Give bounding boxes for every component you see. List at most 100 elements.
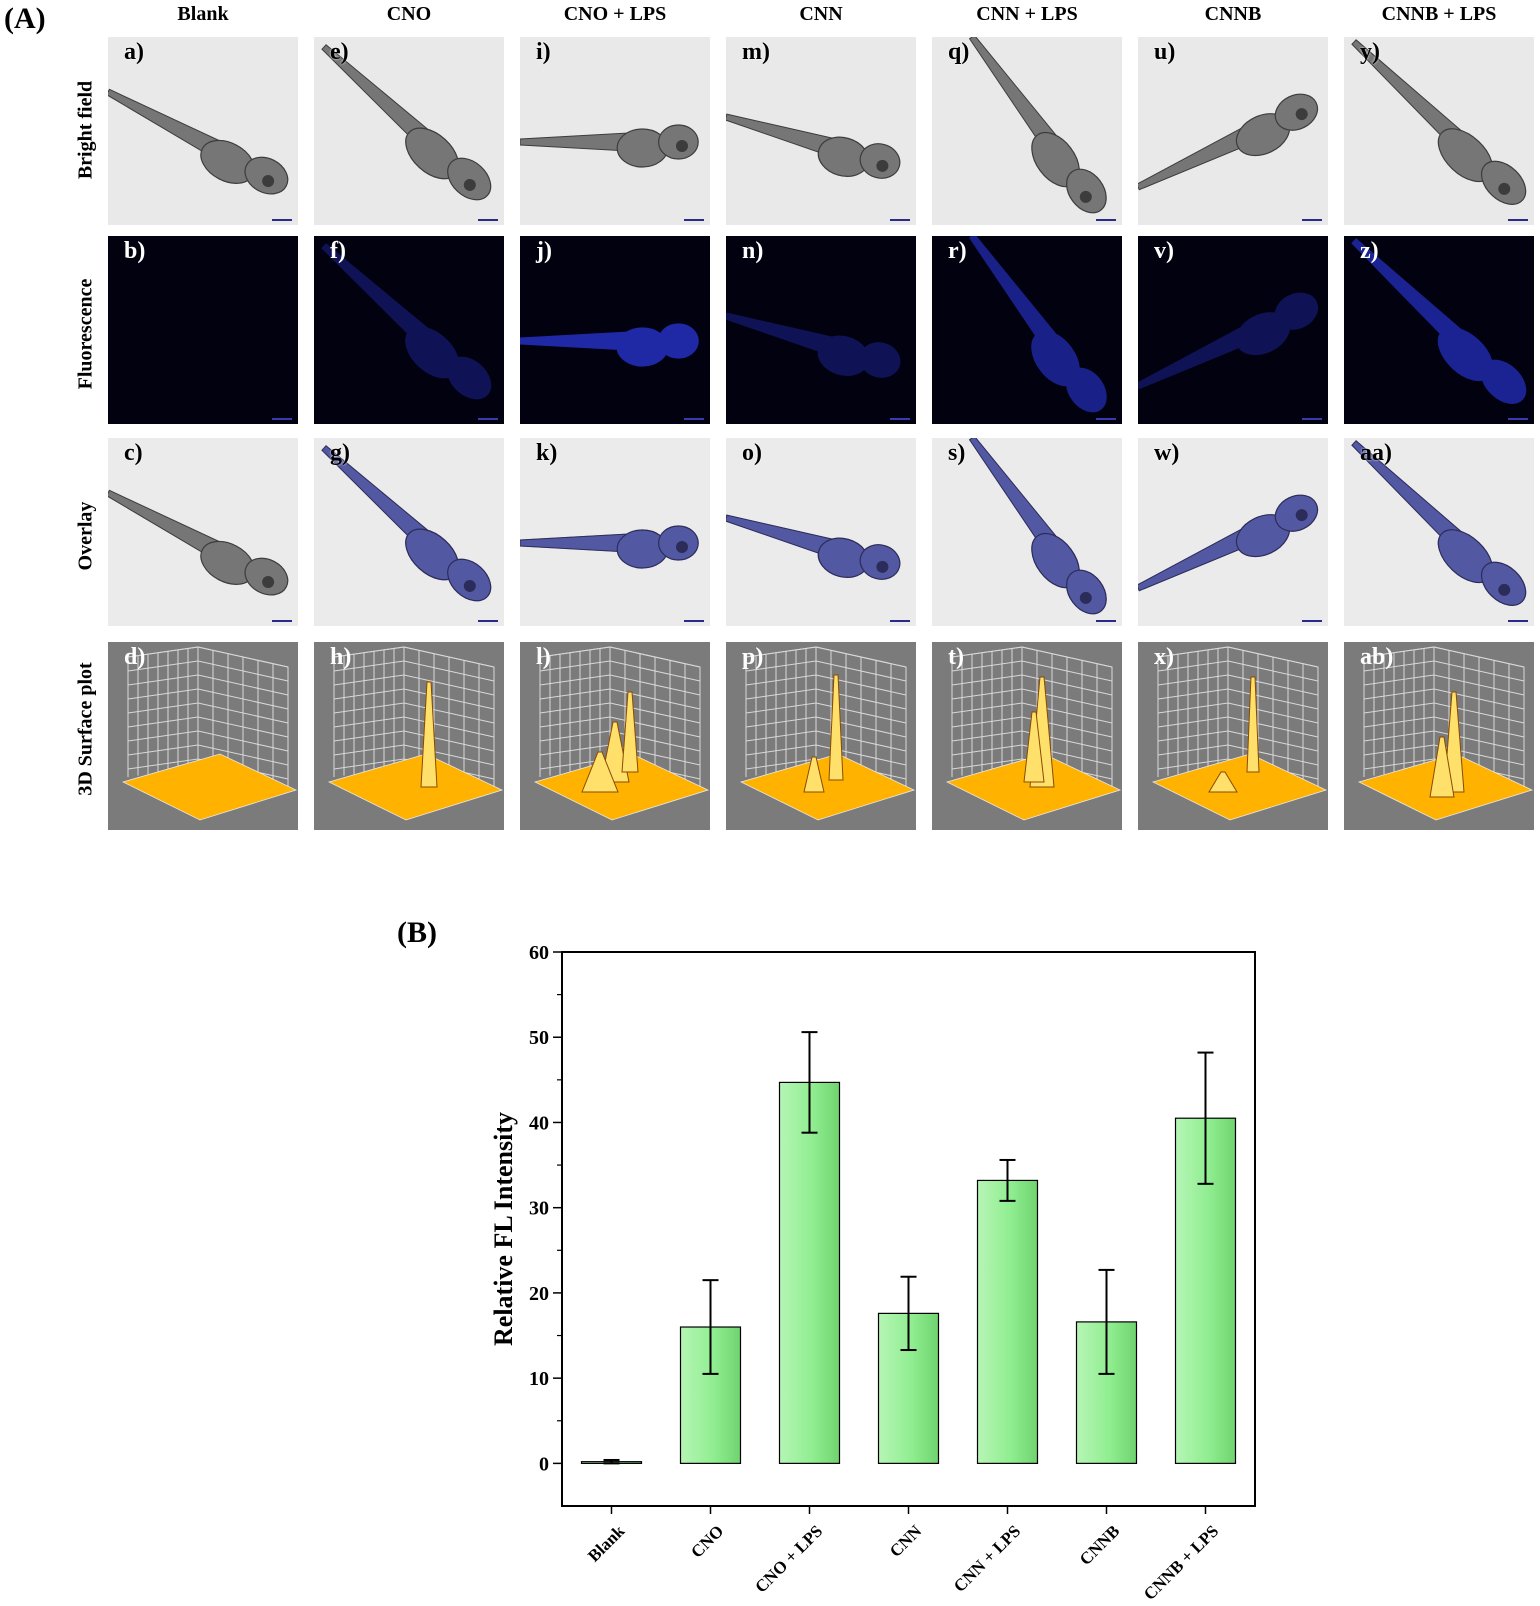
tile-graphic: [1351, 440, 1527, 606]
tile-graphic: [321, 243, 492, 400]
subpanel-label: u): [1154, 39, 1176, 65]
subpanel-label: p): [742, 644, 764, 670]
bar: [778, 1081, 841, 1464]
subpanel-label: v): [1154, 238, 1174, 264]
column-header: CNN + LPS: [976, 3, 1078, 25]
x-tick-label: CNNB: [1076, 1521, 1123, 1568]
y-tick-label: 60: [529, 942, 549, 964]
bright-field-image: y): [1344, 37, 1534, 225]
overlay-image: s): [932, 438, 1122, 626]
surface-plot-image: p): [726, 642, 916, 830]
tile-graphic: [739, 646, 916, 821]
subpanel-label: h): [330, 644, 352, 670]
scale-bar: [272, 219, 292, 221]
scale-bar: [890, 418, 910, 420]
subpanel-label: x): [1154, 644, 1174, 670]
bar: [976, 1179, 1039, 1464]
column-header: CNNB: [1204, 3, 1262, 25]
overlay-image: g): [314, 438, 504, 626]
subpanel-label: o): [742, 440, 762, 466]
subpanel-label: c): [124, 440, 143, 466]
subpanel-label: j): [536, 238, 552, 264]
overlay-image: c): [108, 438, 298, 626]
subpanel-label: w): [1154, 440, 1180, 466]
tile-graphic: [520, 323, 699, 367]
y-tick-label: 10: [529, 1368, 549, 1390]
tile-graphic: [1138, 494, 1319, 592]
subpanel-label: f): [330, 238, 346, 264]
fluorescence-image: n): [726, 236, 916, 424]
tile-graphic: [520, 124, 699, 168]
scale-bar: [272, 620, 292, 622]
subpanel-label: l): [536, 644, 551, 670]
panel-b-tag: (B): [397, 916, 437, 949]
x-tick-label: CNN + LPS: [950, 1521, 1024, 1595]
tile-graphic: [121, 646, 298, 821]
subpanel-label: t): [948, 644, 964, 670]
column-header: Blank: [177, 3, 229, 25]
fluorescence-image: b): [108, 236, 298, 424]
tile-graphic: [968, 438, 1107, 615]
fluorescence-image: v): [1138, 236, 1328, 424]
x-tick-label: CNNB + LPS: [1140, 1521, 1222, 1603]
scale-bar: [1508, 418, 1528, 420]
scale-bar: [478, 219, 498, 221]
tile-graphic: [108, 88, 289, 195]
bright-field-image: m): [726, 37, 916, 225]
scale-bar: [684, 219, 704, 221]
tile-graphic: [533, 646, 710, 821]
tile-graphic: [1351, 238, 1527, 404]
y-tick-label: 50: [529, 1027, 549, 1049]
subpanel-label: d): [124, 644, 146, 670]
fluorescence-image: z): [1344, 236, 1534, 424]
scale-bar: [1096, 418, 1116, 420]
scale-bar: [1096, 620, 1116, 622]
scale-bar: [1302, 620, 1322, 622]
tile-graphic: [1151, 646, 1328, 821]
scale-bar: [684, 418, 704, 420]
tile-graphic: [726, 312, 901, 378]
tile-graphic: [1357, 646, 1534, 821]
subpanel-label: m): [742, 39, 770, 65]
subpanel-label: k): [536, 440, 558, 466]
scale-bar: [478, 620, 498, 622]
scale-bar: [890, 219, 910, 221]
bright-field-image: e): [314, 37, 504, 225]
subpanel-label: z): [1360, 238, 1379, 264]
overlay-image: aa): [1344, 438, 1534, 626]
subpanel-label: q): [948, 39, 970, 65]
surface-plot-image: d): [108, 642, 298, 830]
subpanel-label: s): [948, 440, 966, 466]
column-header: CNNB + LPS: [1381, 3, 1497, 25]
tile-graphic: [726, 113, 901, 179]
subpanel-label: aa): [1360, 440, 1392, 466]
scale-bar: [1096, 219, 1116, 221]
bright-field-image: i): [520, 37, 710, 225]
subpanel-label: n): [742, 238, 764, 264]
y-tick-label: 20: [529, 1283, 549, 1305]
surface-plot-image: h): [314, 642, 504, 830]
scale-bar: [1302, 219, 1322, 221]
tile-graphic: [1138, 292, 1319, 390]
panel-a-tag: (A): [4, 2, 46, 35]
subpanel-label: ab): [1360, 644, 1394, 670]
surface-plot-image: l): [520, 642, 710, 830]
tile-graphic: [1138, 93, 1319, 191]
subpanel-label: b): [124, 238, 146, 264]
subpanel-label: y): [1360, 39, 1380, 65]
column-header: CNN: [799, 3, 843, 25]
tile-graphic: [520, 525, 699, 569]
column-header: CNO + LPS: [563, 3, 667, 25]
scale-bar: [478, 418, 498, 420]
bright-field-image: a): [108, 37, 298, 225]
tile-graphic: [968, 236, 1107, 413]
fluorescence-image: r): [932, 236, 1122, 424]
bright-field-image: q): [932, 37, 1122, 225]
surface-plot-image: x): [1138, 642, 1328, 830]
surface-plot-image: ab): [1344, 642, 1534, 830]
subpanel-label: e): [330, 39, 349, 65]
fluorescence-image: f): [314, 236, 504, 424]
tile-graphic: [1351, 39, 1527, 205]
subpanel-label: r): [948, 238, 967, 264]
